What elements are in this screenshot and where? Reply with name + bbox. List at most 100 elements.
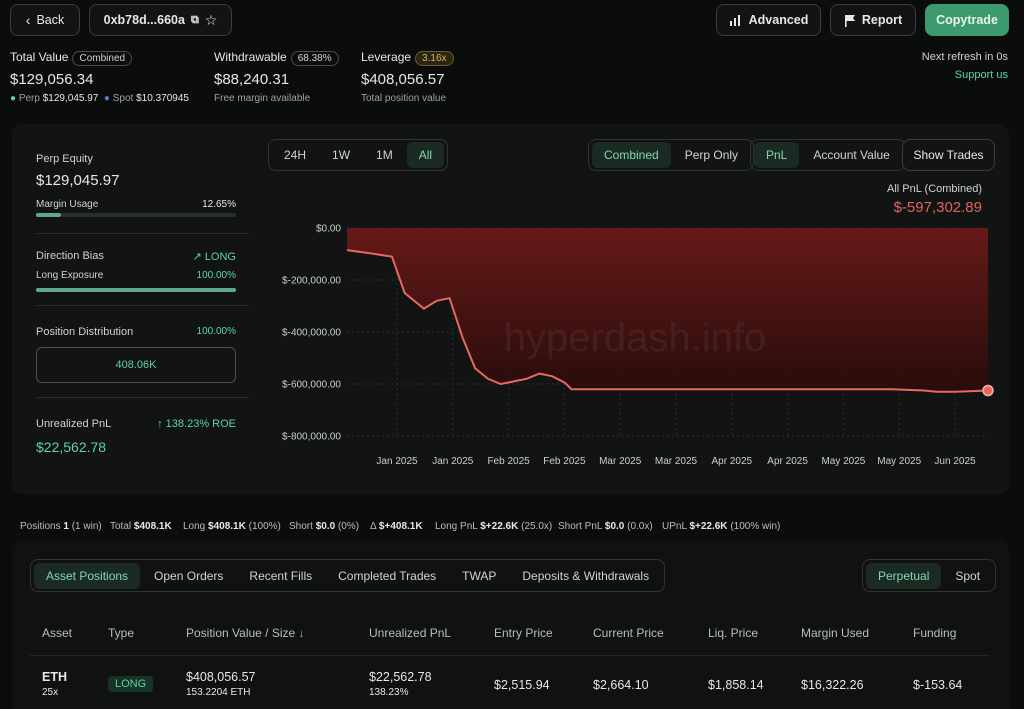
stat-long: Long $408.1K (100%) [183,521,281,532]
y-tick-label: $-400,000.00 [282,328,341,339]
divider [36,233,249,234]
position-distribution-label: Position Distribution [36,326,134,338]
row-entry-price: $2,515.94 [494,678,550,692]
col-entry-price: Entry Price [494,626,553,640]
scope-combined[interactable]: Combined [592,142,671,168]
col-liq-price: Liq. Price [708,626,759,640]
withdrawable-badge: 68.38% [290,51,339,66]
report-button[interactable]: Report [830,4,916,36]
watermark: hyperdash.info [504,316,766,360]
x-tick-label: Jan 2025 [376,456,418,467]
margin-usage-label: Margin Usage [36,199,99,210]
row-unrealized-pnl: $22,562.78 [369,670,432,684]
stat-delta: Δ $+408.1K [370,521,423,532]
market-perpetual[interactable]: Perpetual [866,562,942,589]
address-chip[interactable]: 0xb78d...660a ⧉ ☆ [89,4,232,36]
divider [36,305,249,306]
sort-down-icon[interactable]: ↓ [298,626,305,640]
col-current-price: Current Price [593,626,664,640]
trend-up-icon: ↗ [192,251,202,263]
mode-pnl[interactable]: PnL [754,142,800,168]
row-margin-used: $16,322.26 [801,678,864,692]
margin-usage-value: 12.65% [202,199,236,210]
col-unrealized-pnl: Unrealized PnL [369,626,452,640]
range-1w[interactable]: 1W [332,148,351,162]
unrealized-pnl-label: Unrealized PnL [36,418,112,430]
long-exposure-label: Long Exposure [36,270,104,281]
col-asset: Asset [42,626,73,640]
advanced-button[interactable]: Advanced [716,4,821,36]
market-spot[interactable]: Spot [955,568,981,583]
range-all[interactable]: All [406,142,445,168]
star-icon[interactable]: ☆ [204,11,218,28]
y-tick-label: $-800,000.00 [282,432,341,443]
y-tick-label: $-200,000.00 [282,276,341,287]
row-current-price: $2,664.10 [593,678,649,692]
unrealized-pnl-value: $22,562.78 [36,439,107,455]
row-leverage: 25x [42,687,59,698]
margin-usage-bar [36,213,236,217]
stat-short: Short $0.0 (0%) [289,521,360,532]
back-button[interactable]: ‹ Back [10,4,80,36]
x-tick-label: Mar 2025 [599,456,642,467]
stat-total: Total $408.1K [110,521,172,532]
copy-icon[interactable]: ⧉ [190,13,199,26]
x-tick-label: Apr 2025 [712,456,753,467]
range-selector: 24H 1W 1M All [268,139,449,171]
mode-selector: PnL Account Value [750,139,906,171]
show-trades-button[interactable]: Show Trades [902,139,995,171]
spot-dot-icon: ● [103,93,110,104]
leverage-label: Leverage [361,50,412,64]
copytrade-button[interactable]: Copytrade [925,4,1009,36]
x-tick-label: Mar 2025 [655,456,698,467]
pnl-line [346,249,989,393]
tab-twap[interactable]: TWAP [462,568,497,583]
col-position-value[interactable]: Position Value / Size ↓ [186,626,305,640]
row-position-value: $408,056.57 [186,670,256,684]
tab-recent-fills[interactable]: Recent Fills [249,568,313,583]
stat-long-pnl: Long PnL $+22.6K (25.0x) [435,521,553,532]
position-distribution-box[interactable]: 408.06K [36,347,236,383]
leverage-block: Leverage 3.16x $408,056.57 Total position… [361,50,501,104]
withdrawable-value: $88,240.31 [214,71,290,88]
x-tick-label: May 2025 [821,456,865,467]
col-margin-used: Margin Used [801,626,870,640]
pnl-chart: hyperdash.info $0.00 $-200,000.00 $-400,00… [282,224,994,467]
long-exposure-fill [36,288,236,292]
margin-usage-fill [36,213,62,217]
x-tick-label: May 2025 [877,456,921,467]
pnl-title: All PnL (Combined) [887,183,982,195]
range-24h[interactable]: 24H [284,148,307,162]
scope-perp-only[interactable]: Perp Only [684,148,739,162]
range-1m[interactable]: 1M [376,148,393,162]
tab-deposits-withdrawals[interactable]: Deposits & Withdrawals [522,568,650,583]
mode-account-value[interactable]: Account Value [813,148,890,162]
refresh-text: Next refresh in 0s [921,51,1008,63]
unrealized-roe: ↑ 138.23% ROE [157,418,236,430]
bar-chart-icon [729,15,740,26]
row-liq-price: $1,858.14 [708,678,764,692]
stat-positions: Positions 1 (1 win) [20,521,102,532]
chevron-left-icon: ‹ [25,12,31,28]
x-tick-label: Apr 2025 [767,456,808,467]
support-link[interactable]: Support us [954,69,1008,81]
tab-completed-trades[interactable]: Completed Trades [338,568,437,583]
perp-equity-label: Perp Equity [36,153,93,165]
combined-badge: Combined [72,51,133,66]
withdrawable-block: Withdrawable 68.38% $88,240.31 Free margi… [214,50,354,104]
market-tabs: Perpetual Spot [862,559,997,592]
row-funding: $-153.64 [913,678,963,692]
positions-tabs: Asset Positions Open Orders Recent Fills Co… [30,559,666,592]
col-funding: Funding [913,626,957,640]
row-unrealized-pct: 138.23% [369,687,409,698]
direction-bias-label: Direction Bias [36,250,104,262]
row-type-badge: LONG [108,676,154,692]
row-asset: ETH [42,670,67,684]
tab-open-orders[interactable]: Open Orders [154,568,224,583]
tab-asset-positions[interactable]: Asset Positions [34,562,141,589]
x-tick-label: Feb 2025 [487,456,530,467]
y-tick-label: $0.00 [316,224,341,235]
perp-equity-value: $129,045.97 [36,172,120,189]
divider [30,655,990,656]
x-tick-label: Feb 2025 [543,456,586,467]
